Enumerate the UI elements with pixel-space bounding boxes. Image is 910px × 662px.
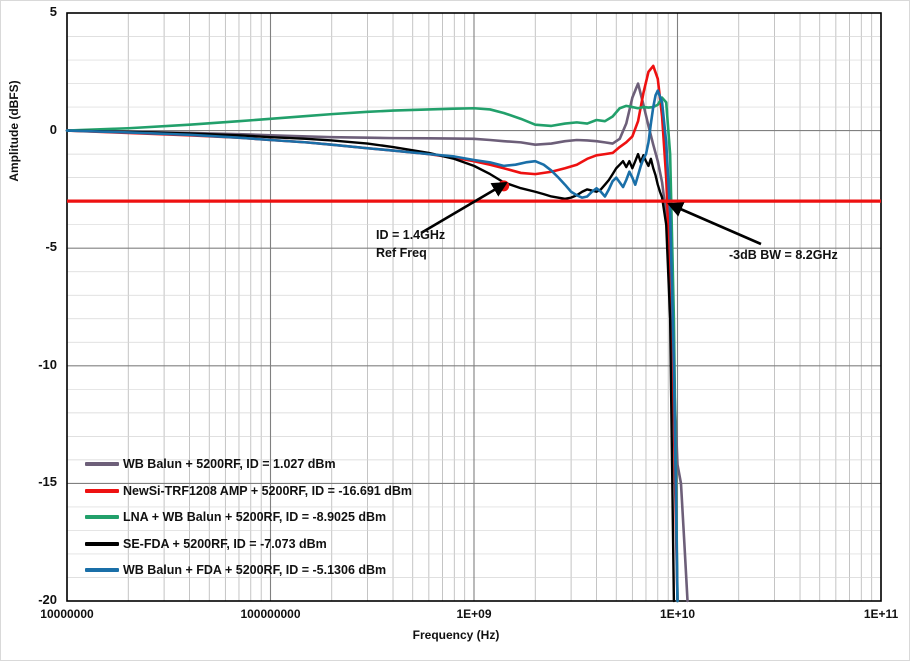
legend-label: WB Balun + FDA + 5200RF, ID = -5.1306 dB… <box>123 563 387 577</box>
legend-item-4[interactable]: WB Balun + FDA + 5200RF, ID = -5.1306 dB… <box>85 563 386 577</box>
plot-area-border <box>66 12 882 602</box>
x-tick-1: 100000000 <box>240 607 301 621</box>
y-tick-5: 5 <box>49 4 57 19</box>
legend-item-3[interactable]: SE-FDA + 5200RF, ID = -7.073 dBm <box>85 537 327 551</box>
legend-swatch-icon <box>85 462 119 466</box>
x-tick-3: 1E+10 <box>659 607 696 621</box>
legend-item-2[interactable]: LNA + WB Balun + 5200RF, ID = -8.9025 dB… <box>85 510 386 524</box>
y-tick--5: -5 <box>45 239 57 255</box>
y-tick-0: 0 <box>49 121 57 137</box>
legend-label: SE-FDA + 5200RF, ID = -7.073 dBm <box>123 536 327 551</box>
series-line-4 <box>65 89 679 603</box>
y-tick--15: -15 <box>38 474 57 490</box>
legend-label: LNA + WB Balun + 5200RF, ID = -8.9025 dB… <box>123 510 387 524</box>
legend-item-1[interactable]: NewSi-TRF1208 AMP + 5200RF, ID = -16.691… <box>85 484 412 498</box>
annotation-arrow-0 <box>420 181 508 235</box>
x-tick-2: 1E+09 <box>456 607 492 621</box>
series-line-0 <box>65 82 689 603</box>
x-tick-4: 1E+11 <box>863 607 899 621</box>
annotation-arrows <box>420 181 762 246</box>
legend-label: WB Balun + 5200RF, ID = 1.027 dBm <box>123 457 336 471</box>
x-tick-0: 10000000 <box>40 607 94 621</box>
bandwidth-annotation: -3dB BW = 8.2GHz <box>729 248 838 262</box>
legend-swatch-icon <box>85 488 119 493</box>
x-axis-title: Frequency (Hz) <box>412 628 500 642</box>
series-line-3 <box>65 129 676 603</box>
series-line-2 <box>65 96 679 603</box>
legend-label: NewSi-TRF1208 AMP + 5200RF, ID = -16.691… <box>123 483 413 498</box>
y-tick--20: -20 <box>38 592 57 607</box>
data-series-layer <box>65 64 689 603</box>
legend-swatch-icon <box>85 515 119 519</box>
y-tick--10: -10 <box>38 356 57 372</box>
legend-item-0[interactable]: WB Balun + 5200RF, ID = 1.027 dBm <box>85 457 336 471</box>
annotation-arrow-1 <box>667 202 762 246</box>
ref-freq-annotation: ID = 1.4GHz Ref Freq <box>376 228 446 261</box>
legend-swatch-icon <box>85 541 119 546</box>
legend-swatch-icon <box>85 568 119 572</box>
